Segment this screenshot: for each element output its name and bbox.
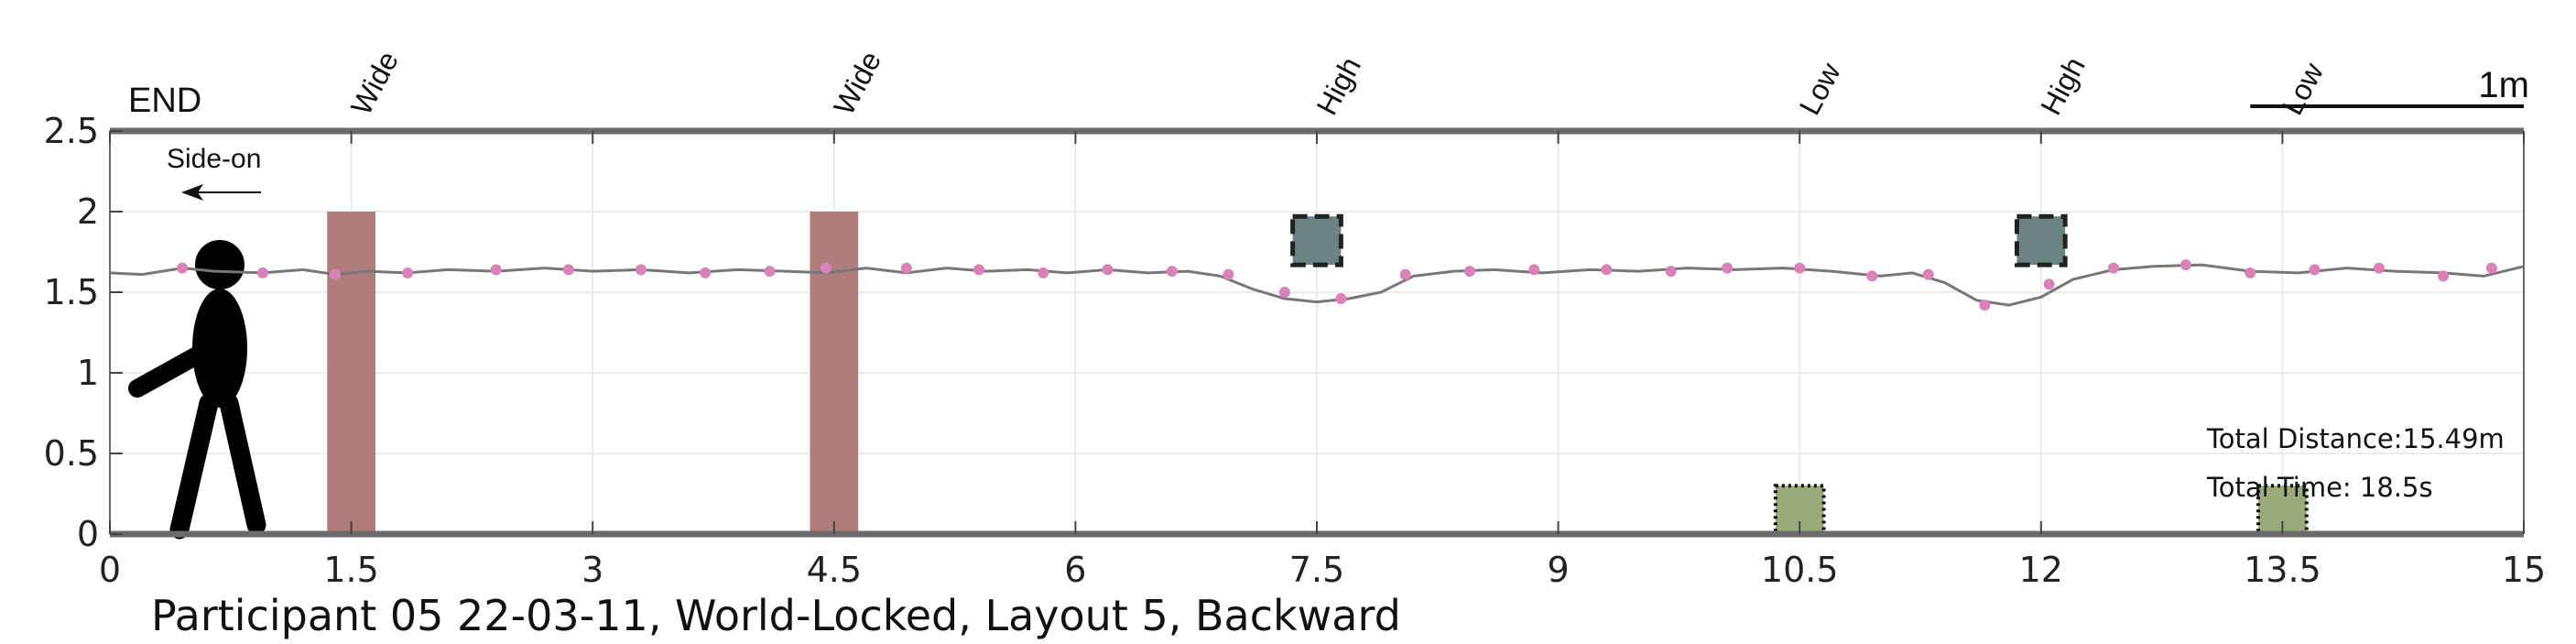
- x-tick-label: 9: [1548, 550, 1570, 590]
- axes-frame: [109, 127, 2525, 538]
- obstacle-wide: [327, 212, 375, 534]
- trajectory-marker: [635, 264, 647, 276]
- trajectory-marker: [2309, 264, 2321, 276]
- trajectory-marker: [1335, 293, 1347, 305]
- x-tick-label: 12: [2019, 550, 2063, 590]
- y-tick-label: 0.5: [44, 433, 99, 474]
- trajectory-marker: [764, 266, 776, 278]
- chart-title: Participant 05 22-03-11, World-Locked, L…: [151, 591, 1401, 640]
- trajectory-marker: [1399, 268, 1411, 280]
- trajectory-marker: [1922, 268, 1934, 280]
- trajectory-marker: [402, 267, 414, 278]
- trajectory-marker: [1166, 266, 1178, 278]
- end-label: END: [128, 82, 201, 120]
- view-label: Side-on: [167, 144, 261, 174]
- total-time-text: Total Time: 18.5s: [2206, 472, 2433, 503]
- x-tick-label: 3: [582, 550, 603, 590]
- x-tick-labels: 0 1.5 3 4.5 6 7.5 9 10.5 12 13.5 15: [99, 550, 2546, 590]
- trajectory-marker: [700, 267, 712, 278]
- x-tick-label: 6: [1064, 550, 1086, 590]
- x-tick-label: 7.5: [1289, 550, 1344, 590]
- x-tick-label: 0: [99, 550, 121, 590]
- x-tick-label: 15: [2502, 550, 2546, 590]
- trajectory-marker: [2373, 262, 2385, 274]
- y-tick-label: 0: [77, 514, 99, 554]
- total-distance-text: Total Distance:15.49m: [2206, 423, 2505, 454]
- x-tick-label: 10.5: [1761, 550, 1839, 590]
- trajectory-marker: [1601, 264, 1613, 276]
- trajectory-marker: [2107, 262, 2119, 274]
- y-tick-label: 1.5: [44, 272, 99, 312]
- x-tick-label: 13.5: [2244, 550, 2321, 590]
- trajectory-marker: [1102, 264, 1114, 276]
- y-tick-labels: 0 0.5 1 1.5 2 2.5: [44, 111, 99, 554]
- trajectory-marker: [1223, 268, 1234, 280]
- trajectory-marker: [2485, 262, 2497, 274]
- trajectory-marker: [330, 268, 342, 280]
- trajectory-marker: [1722, 262, 1734, 274]
- head-trajectory-line: [109, 263, 2525, 307]
- y-tick-label: 2: [77, 191, 99, 232]
- trajectory-marker: [2179, 259, 2191, 271]
- trajectory-marker: [1665, 266, 1677, 278]
- trajectory-marker: [1278, 287, 1290, 298]
- walker-figure-icon: [128, 240, 266, 540]
- x-tick-label: 4.5: [807, 550, 862, 590]
- x-tick-label: 1.5: [323, 550, 378, 590]
- trajectory-marker: [1979, 300, 1991, 311]
- trajectory-marker: [900, 262, 912, 274]
- obstacle-high: [1290, 213, 1343, 267]
- scale-bar-label: 1m: [2478, 65, 2529, 105]
- direction-arrow-icon: [181, 184, 261, 201]
- y-tick-label: 1: [77, 353, 99, 393]
- trajectory-marker: [1038, 267, 1049, 278]
- trajectory-marker: [821, 262, 832, 274]
- obstacle-wide: [810, 212, 859, 534]
- trajectory-marker: [490, 264, 502, 276]
- trajectory-marker: [1794, 262, 1806, 274]
- trajectory-marker: [562, 264, 574, 276]
- trajectory-marker: [1463, 266, 1475, 278]
- obstacle-high: [2014, 213, 2068, 267]
- y-tick-label: 2.5: [44, 111, 99, 151]
- trajectory-marker: [256, 267, 268, 278]
- trajectory-marker: [1528, 264, 1540, 276]
- trajectory-marker: [973, 264, 984, 276]
- trajectory-marker: [1866, 270, 1878, 282]
- trajectory-marker: [2043, 278, 2055, 290]
- trajectory-markers: [177, 259, 2497, 311]
- trajectory-marker: [2244, 267, 2256, 278]
- trajectory-marker: [2438, 270, 2450, 282]
- trajectory-marker: [177, 262, 189, 274]
